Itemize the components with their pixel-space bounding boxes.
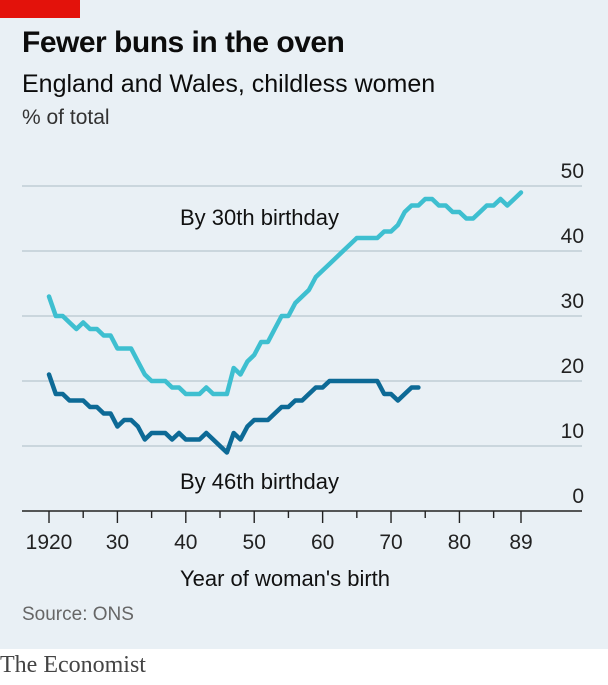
y-tick-label-40: 40	[561, 225, 584, 248]
series-annotation-by-30th-birthday: By 30th birthday	[180, 205, 339, 230]
line-chart: 0 10 20 30 40 50 1920 30 40 50 60 70 80 89 By 30th b…	[22, 160, 584, 591]
y-tick-label-50: 50	[561, 160, 584, 183]
source-note: Source: ONS	[22, 604, 134, 625]
y-tick-labels: 0 10 20 30 40 50	[561, 160, 584, 508]
x-tick-label-1960: 60	[311, 531, 334, 554]
chart-subtitle: England and Wales, childless women	[22, 70, 436, 98]
series-line-by-46th-birthday	[46, 372, 421, 455]
series-annotations: By 30th birthday By 46th birthday	[180, 205, 339, 494]
chart-unit-label: % of total	[22, 106, 110, 129]
x-tick-label-1980: 80	[448, 531, 471, 554]
x-axis: 1920 30 40 50 60 70 80 89	[22, 510, 582, 554]
x-tick-label-1989: 89	[509, 531, 532, 554]
x-axis-title: Year of woman's birth	[180, 566, 390, 591]
y-tick-label-20: 20	[561, 355, 584, 378]
x-tick-label-1940: 40	[174, 531, 197, 554]
y-tick-label-30: 30	[561, 290, 584, 313]
x-tick-label-1920: 1920	[26, 531, 73, 554]
series-lines	[46, 190, 524, 455]
chart-title: Fewer buns in the oven	[22, 26, 345, 59]
series-line-by-30th-birthday	[46, 190, 524, 397]
y-tick-label-10: 10	[561, 420, 584, 443]
series-annotation-by-46th-birthday: By 46th birthday	[180, 469, 339, 494]
x-tick-label-1970: 70	[379, 531, 402, 554]
brand-wordmark: The Economist	[0, 652, 146, 678]
grid-lines	[22, 185, 582, 447]
x-tick-label-1930: 30	[106, 531, 129, 554]
y-tick-label-0: 0	[572, 485, 584, 508]
brand-red-tag	[0, 0, 80, 18]
x-tick-label-1950: 50	[243, 531, 266, 554]
chart-panel	[0, 0, 608, 649]
